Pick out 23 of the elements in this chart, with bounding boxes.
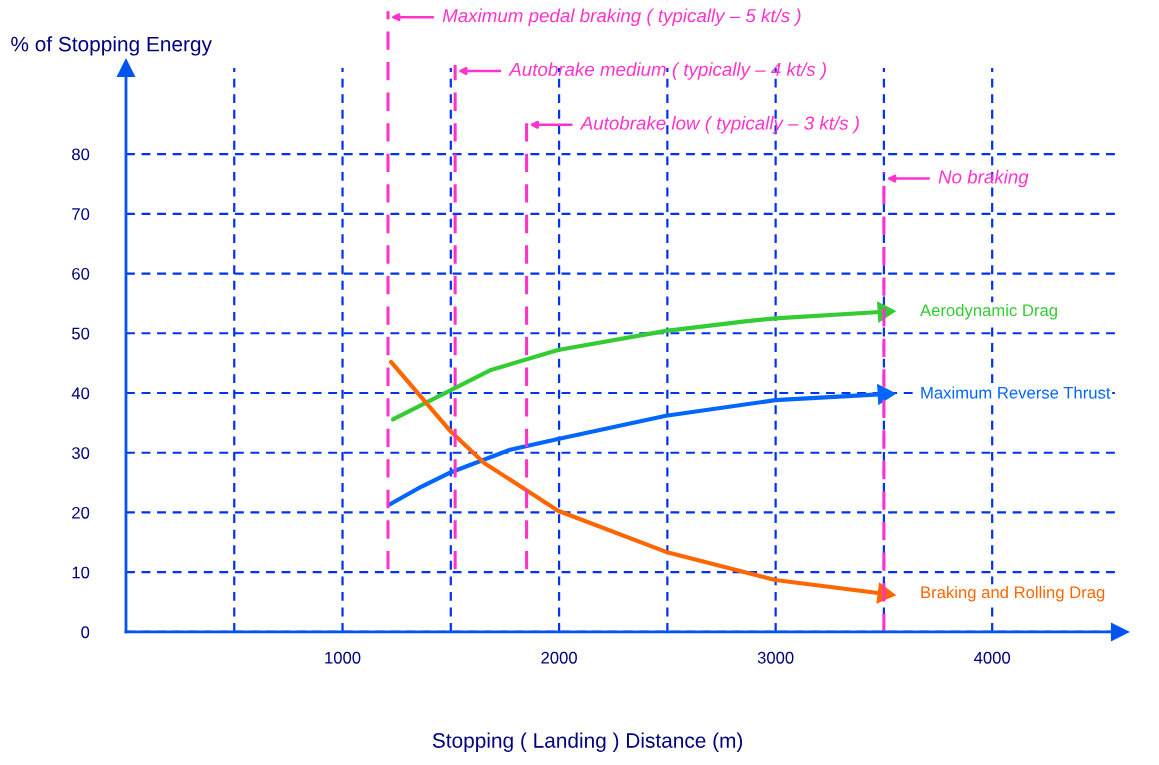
x-tick-label: 4000 [974,651,1011,664]
series-label: Braking and Rolling Drag [921,585,1105,602]
y-tick-label: 20 [72,506,90,519]
series-label: Maximum Reverse Thrust [921,386,1111,399]
y-tick-label: 30 [71,447,90,459]
x-tick-label: 2000 [541,651,577,664]
ref-line-label: No braking [938,169,1029,188]
y-tick-label: 0 [81,626,90,639]
ref-line-label: Maximum pedal braking ( typically – 5 kt/s ) [442,8,801,26]
y-tick-label: 70 [72,208,90,220]
x-tick-label: 1000 [325,651,361,664]
x-tick-label: 3000 [757,651,794,664]
y-tick-label: 80 [72,148,90,161]
ref-line-label: Autobrake medium ( typically – 4 kt/s ) [508,62,826,80]
y-tick-label: 10 [72,566,90,579]
x-axis-title: Stopping ( Landing ) Distance (m) [432,732,743,752]
point [877,384,896,405]
y-tick-label: 60 [72,267,90,280]
ref-line-label: Autobrake low ( typically – 3 kt/s ) [579,116,859,134]
y-tick-label: 40 [71,387,90,400]
y-axis-title: % of Stopping Energy [11,36,212,56]
series-label: Aerodynamic Drag [920,303,1057,320]
y-tick-label: 50 [72,327,90,340]
